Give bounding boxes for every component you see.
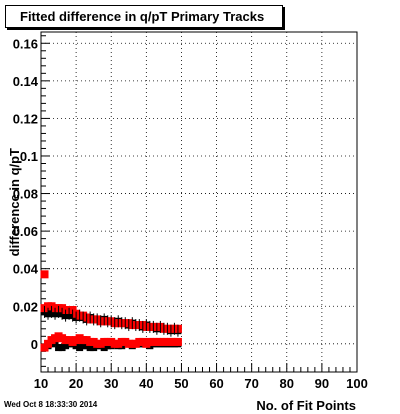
x-axis-label: No. of Fit Points [256,398,356,413]
x-tick-label: 30 [104,376,118,391]
y-axis-label: difference in q/pT [7,148,22,256]
x-tick-label: 60 [209,376,223,391]
data-point [86,344,94,352]
y-tick-label: 0.1 [20,149,38,164]
data-point [76,344,84,352]
y-tick-label: 0.16 [13,36,38,51]
y-tick-label: 0.12 [13,111,38,126]
x-tick-label: 20 [69,376,83,391]
y-tick-label: 0 [31,337,38,352]
y-tick-label: 0.06 [13,224,38,239]
x-tick-label: 80 [280,376,294,391]
footer-timestamp: Wed Oct 8 18:33:30 2014 [4,400,98,409]
data-point [79,342,87,350]
x-tick-label: 90 [315,376,329,391]
y-tick-label: 0.14 [13,74,39,89]
y-tick-label: 0.02 [13,299,38,314]
y-tick-label: 0.08 [13,187,38,202]
x-tick-label: 40 [139,376,153,391]
x-tick-label: 10 [34,376,48,391]
data-point [62,342,70,350]
data-point [58,344,66,352]
x-tick-label: 100 [346,376,368,391]
x-tick-label: 70 [244,376,258,391]
data-point [55,344,63,352]
x-tick-label: 50 [174,376,188,391]
data-point [173,337,182,346]
data-point [40,270,49,279]
y-tick-label: 0.04 [13,262,39,277]
chart-title: Fitted difference in q/pT Primary Tracks [5,5,283,28]
